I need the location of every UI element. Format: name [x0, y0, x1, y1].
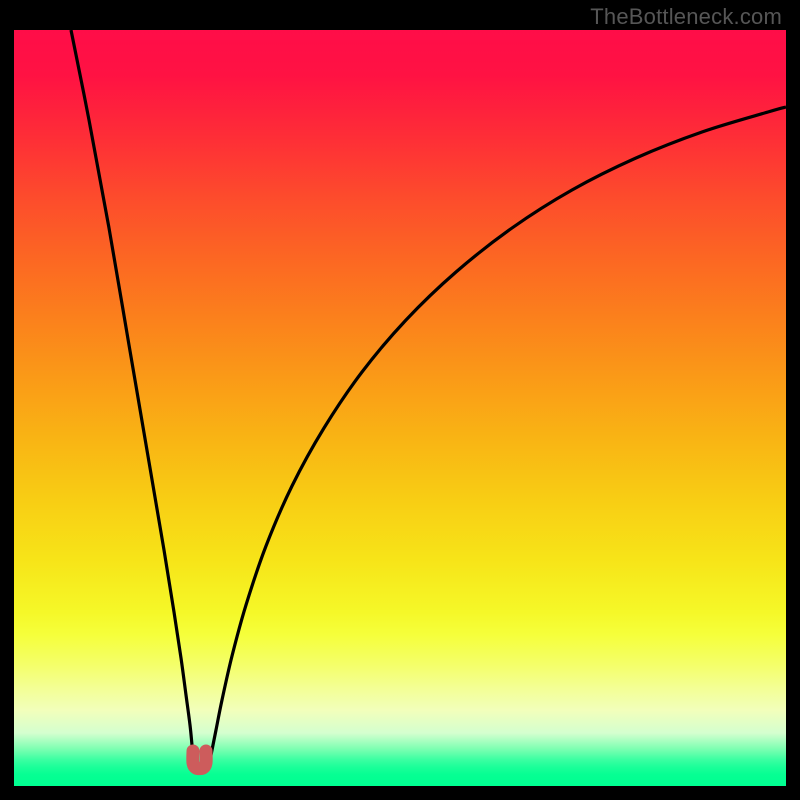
chart-plot-area	[14, 30, 786, 786]
watermark-text: TheBottleneck.com	[590, 4, 782, 30]
chart-container: TheBottleneck.com	[0, 0, 800, 800]
bottleneck-chart	[14, 30, 786, 786]
